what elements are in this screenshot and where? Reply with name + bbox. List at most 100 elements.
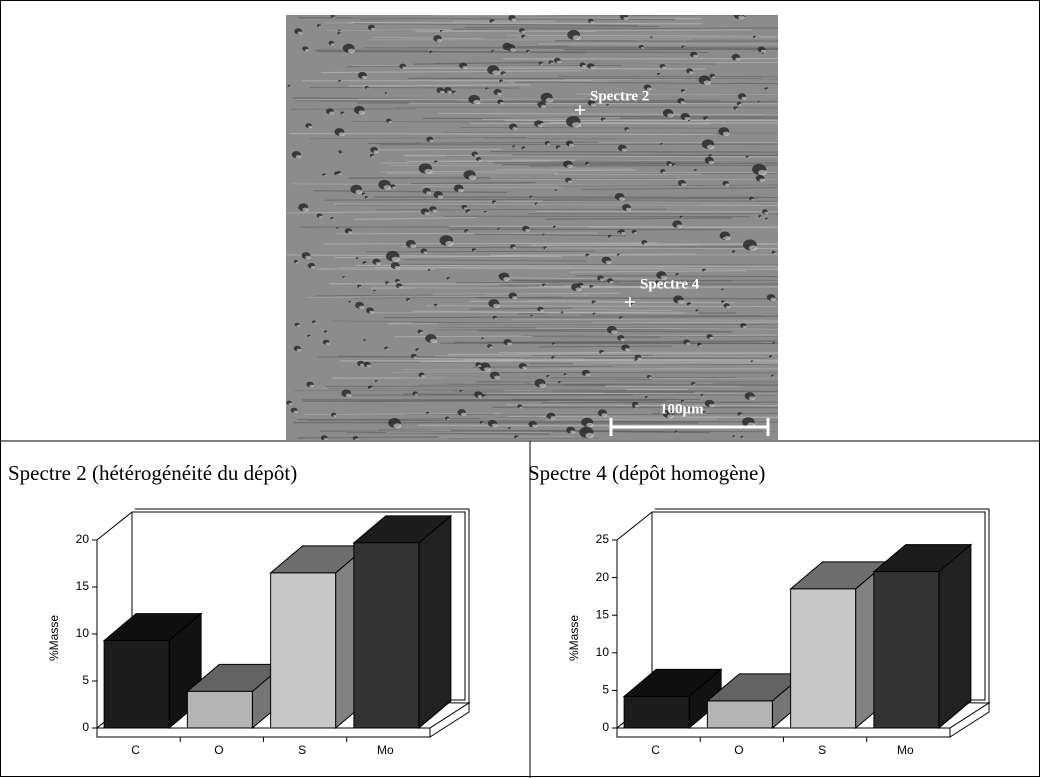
particle-glint	[607, 105, 610, 107]
particle-glint	[347, 231, 353, 234]
particle-glint	[496, 92, 502, 96]
particle-glint	[498, 229, 501, 231]
particle-glint	[429, 270, 431, 272]
particle-glint	[392, 186, 396, 189]
particle-glint	[540, 104, 546, 108]
y-axis-label: %Masse	[47, 615, 61, 661]
streak	[398, 263, 778, 266]
streak	[464, 25, 659, 29]
particle-glint	[447, 90, 453, 94]
particle-glint	[742, 325, 747, 329]
particle-glint	[413, 356, 417, 359]
streak	[352, 121, 701, 123]
particle-glint	[523, 148, 526, 150]
particle-glint	[709, 336, 714, 340]
streak	[419, 142, 778, 145]
particle-glint	[342, 113, 345, 115]
particle-glint	[512, 246, 517, 249]
streak	[437, 112, 778, 116]
streak	[286, 254, 561, 258]
panel-title: Spectre 2 (hétérogénéité du dépôt)	[8, 461, 297, 485]
bar-front	[873, 571, 940, 729]
particle-glint	[468, 175, 477, 180]
spot-label: Spectre 4	[640, 276, 700, 292]
streak	[443, 132, 778, 134]
particle-glint	[553, 343, 556, 346]
particle-glint	[493, 201, 497, 204]
streak	[569, 270, 747, 273]
streak	[563, 384, 778, 386]
bar-side	[938, 543, 972, 730]
particle-glint	[325, 342, 330, 345]
streak	[352, 296, 562, 299]
particle-glint	[561, 312, 564, 314]
bar-side	[418, 514, 452, 730]
particle-glint	[661, 144, 664, 146]
particle-glint	[355, 438, 359, 440]
particle-glint	[331, 218, 334, 220]
particle-glint	[633, 407, 636, 409]
streak	[365, 250, 595, 253]
streak	[490, 150, 778, 153]
particle-glint	[668, 163, 673, 166]
particle-glint	[358, 110, 365, 115]
particle-glint	[701, 395, 704, 397]
particle-glint	[512, 296, 518, 300]
particle-glint	[624, 348, 630, 352]
streak	[401, 368, 778, 370]
particle-glint	[531, 315, 534, 317]
streak	[289, 133, 714, 136]
streak	[511, 398, 667, 402]
particle-glint	[763, 53, 765, 55]
particle-glint	[357, 258, 359, 260]
particle-glint	[445, 240, 454, 247]
streak	[313, 190, 508, 194]
bar	[269, 544, 369, 730]
particle-glint	[358, 305, 365, 309]
particle-glint	[590, 66, 595, 70]
streak	[407, 77, 778, 80]
y-tick-label: 10	[596, 645, 610, 659]
particle-glint	[591, 286, 594, 289]
particle-glint	[530, 197, 533, 199]
particle-glint	[724, 236, 731, 241]
particle-glint	[309, 384, 314, 388]
particle-glint	[388, 120, 392, 123]
particle-glint	[460, 412, 467, 416]
particle-glint	[366, 364, 371, 368]
particle-glint	[302, 207, 309, 212]
particle-glint	[691, 410, 694, 412]
streak	[573, 362, 778, 365]
streak	[447, 352, 778, 356]
bar-front	[353, 542, 420, 729]
streak	[321, 70, 583, 74]
y-tick-label: 15	[596, 607, 610, 621]
particle-glint	[510, 48, 516, 52]
particle-glint	[423, 251, 428, 254]
particle-glint	[692, 383, 696, 386]
streak	[328, 388, 627, 391]
particle-glint	[319, 215, 323, 218]
particle-glint	[590, 103, 596, 107]
particle-glint	[513, 146, 516, 148]
particle-glint	[500, 81, 504, 83]
streak	[506, 34, 778, 37]
streak	[348, 21, 702, 25]
particle-glint	[493, 375, 500, 380]
particle-glint	[473, 250, 477, 252]
x-tick-label: O	[214, 743, 223, 757]
streak	[346, 431, 551, 435]
x-tick-label: O	[734, 743, 743, 757]
particle-glint	[503, 276, 510, 282]
streak	[294, 390, 694, 392]
particle-glint	[477, 364, 482, 367]
streak	[474, 233, 626, 237]
particle-glint	[621, 231, 626, 235]
particle-glint	[535, 203, 538, 206]
streak	[423, 186, 564, 189]
particle-glint	[483, 396, 486, 398]
particle-glint	[739, 414, 743, 416]
particle-glint	[409, 244, 417, 248]
y-tick-label: 0	[82, 720, 89, 734]
streak	[475, 296, 778, 300]
